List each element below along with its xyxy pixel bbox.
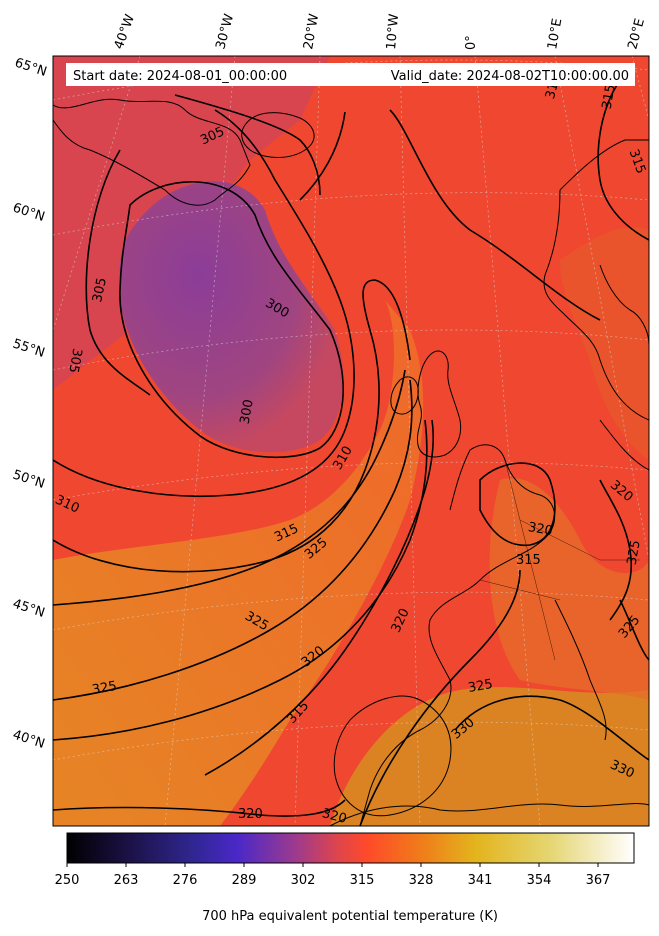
scandinavia-warm (560, 227, 649, 460)
contour-label: 305 (65, 347, 84, 374)
colorbar: 250 263 276 289 302 315 328 341 354 367 … (55, 832, 635, 924)
colorbar-gradient (66, 832, 635, 864)
longitude-label: 10°E (545, 17, 565, 50)
coastlines (53, 98, 649, 826)
contour-label: 305 (90, 276, 110, 303)
colorbar-tick-label: 328 (409, 873, 434, 888)
contour-label: 315 (516, 553, 541, 568)
colorbar-tick-label: 315 (350, 873, 375, 888)
map-panel: 305 300 305 305 300 310 310 315 325 325 … (53, 56, 649, 827)
colorbar-tick-label: 354 (527, 873, 552, 888)
start-date-label: Start date: 2024-08-01_00:00:00 (73, 69, 287, 84)
warm-air-tongue (53, 300, 424, 826)
cold-core-region (119, 181, 344, 453)
contour-label: 325 (625, 539, 644, 566)
country-borders (479, 459, 640, 661)
contour-label: 300 (238, 398, 257, 425)
longitude-labels: 40°W 30°W 20°W 10°W 0° 10°E 20°E (112, 12, 648, 51)
contour-label: 320 (320, 806, 348, 827)
colorbar-tick-label: 250 (55, 873, 80, 888)
colorbar-tick-labels: 250 263 276 289 302 315 328 341 354 367 (55, 873, 611, 888)
map-frame (52, 55, 650, 827)
colorbar-tick-label: 367 (586, 873, 611, 888)
longitude-label: 20°E (625, 17, 648, 51)
latitude-label: 50°N (11, 468, 47, 492)
longitude-label: 10°W (384, 13, 402, 50)
colorbar-ticks (66, 863, 599, 867)
colorbar-tick-label: 302 (291, 873, 316, 888)
colorbar-tick-label: 289 (232, 873, 257, 888)
latitude-label: 45°N (11, 597, 47, 621)
southern-warm-area-east (489, 478, 649, 700)
longitude-label: 30°W (213, 12, 237, 51)
longitude-label: 20°W (301, 13, 322, 51)
valid-date-label: Valid_date: 2024-08-02T10:00:00.00 (391, 69, 629, 84)
contour-label: 325 (467, 677, 494, 696)
contour-label: 315 (600, 83, 619, 110)
longitude-label: 40°W (112, 12, 138, 51)
contour-label: 325 (91, 679, 118, 698)
header-box (66, 63, 635, 86)
colorbar-tick-label: 341 (468, 873, 493, 888)
contour-label: 320 (527, 520, 554, 539)
colorbar-tick-label: 263 (114, 873, 139, 888)
colorbar-tick-label: 276 (173, 873, 198, 888)
latitude-label: 65°N (13, 56, 49, 80)
latitude-labels: 65°N 60°N 55°N 50°N 45°N 40°N (11, 56, 49, 752)
southern-warm-area (330, 687, 649, 826)
graticule (53, 56, 649, 826)
latitude-label: 40°N (11, 728, 47, 752)
latitude-label: 60°N (11, 201, 47, 225)
contour-label: 320 (238, 807, 263, 822)
colorbar-title: 700 hPa equivalent potential temperature… (202, 909, 498, 924)
longitude-label: 0° (464, 35, 479, 50)
latitude-label: 55°N (11, 337, 47, 361)
theta-e-contours (53, 79, 649, 826)
